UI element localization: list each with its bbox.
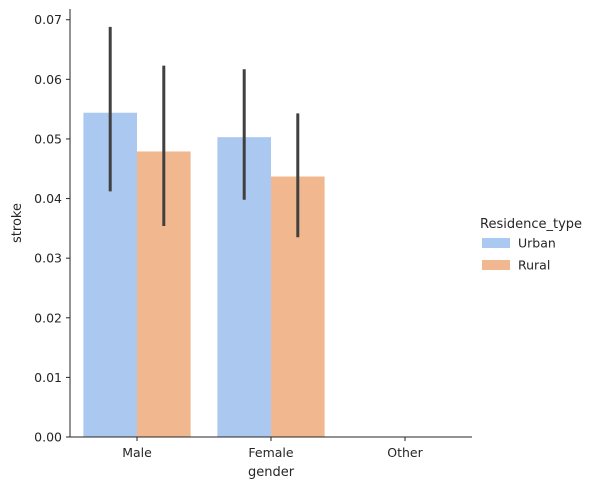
y-tick-label: 0.02	[34, 310, 62, 325]
legend-label-rural: Rural	[518, 258, 550, 273]
legend-title: Residence_type	[480, 217, 582, 232]
y-tick-label: 0.03	[34, 251, 62, 266]
bars-layer	[83, 112, 325, 438]
y-tick-label: 0.05	[34, 131, 62, 146]
legend-swatch-urban	[482, 238, 510, 248]
x-ticks: Male Female Other	[122, 437, 424, 460]
y-ticks: 0.00 0.01 0.02 0.03 0.04 0.05 0.06 0.07	[34, 12, 70, 445]
y-tick-label: 0.06	[34, 72, 62, 87]
legend-swatch-rural	[482, 260, 510, 270]
y-tick-label: 0.07	[34, 12, 62, 27]
y-tick-label: 0.01	[34, 370, 62, 385]
x-tick-label: Other	[387, 445, 423, 460]
x-tick-label: Female	[248, 445, 294, 460]
y-tick-label: 0.04	[34, 191, 62, 206]
y-tick-label: 0.00	[34, 430, 62, 445]
legend-label-urban: Urban	[518, 236, 556, 251]
error-bars-layer	[108, 26, 300, 238]
y-axis-label: stroke	[10, 203, 25, 243]
legend: Residence_type Urban Rural	[480, 217, 582, 273]
x-axis-label: gender	[248, 465, 295, 480]
x-tick-label: Male	[122, 445, 152, 460]
